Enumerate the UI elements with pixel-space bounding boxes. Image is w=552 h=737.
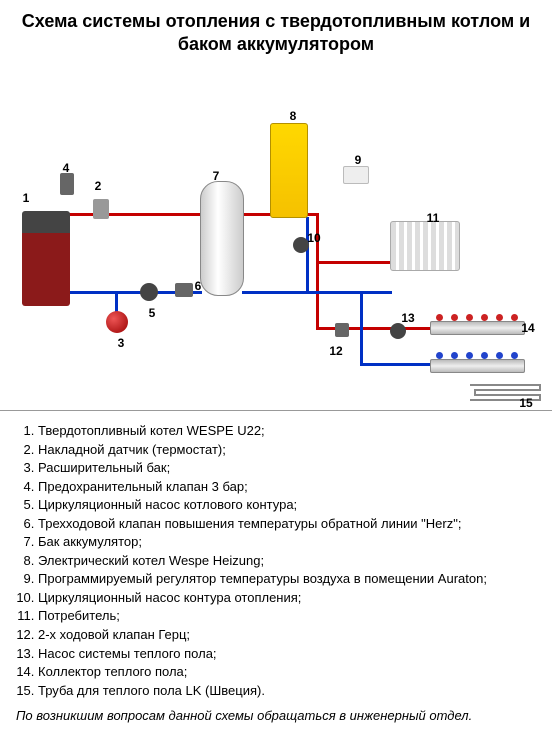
- manifold-knob-blue-2: [466, 352, 473, 359]
- callout-14: 14: [520, 321, 536, 335]
- hot-pipe-6: [316, 261, 319, 329]
- callout-11: 11: [425, 211, 441, 225]
- cold-pipe-3: [306, 217, 309, 293]
- callout-10: 10: [306, 231, 322, 245]
- legend-item-10: Циркуляционный насос контура отопления;: [38, 589, 536, 607]
- callout-15: 15: [518, 396, 534, 410]
- callout-13: 13: [400, 311, 416, 325]
- manifold-knob-blue-1: [451, 352, 458, 359]
- callout-9: 9: [350, 153, 366, 167]
- floor-heating-pump: [390, 323, 406, 339]
- solid-fuel-boiler: [22, 211, 70, 306]
- circulation-pump-5: [140, 283, 158, 301]
- legend-item-8: Электрический котел Wespe Heizung;: [38, 552, 536, 570]
- callout-4: 4: [58, 161, 74, 175]
- legend-item-11: Потребитель;: [38, 607, 536, 625]
- radiator: [390, 221, 460, 271]
- manifold-knob-blue-0: [436, 352, 443, 359]
- heating-diagram: 123456789101112131415: [0, 61, 552, 411]
- hot-pipe-0: [66, 213, 202, 216]
- legend-item-12: 2-х ходовой клапан Герц;: [38, 626, 536, 644]
- page-title: Схема системы отопления с твердотопливны…: [0, 0, 552, 61]
- callout-12: 12: [328, 344, 344, 358]
- manifold-knob-red-0: [436, 314, 443, 321]
- legend-item-15: Труба для теплого пола LK (Швеция).: [38, 682, 536, 700]
- manifold-knob-red-3: [481, 314, 488, 321]
- legend-item-14: Коллектор теплого пола;: [38, 663, 536, 681]
- callout-5: 5: [144, 306, 160, 320]
- legend-item-5: Циркуляционный насос котлового контура;: [38, 496, 536, 514]
- manifold-supply: [430, 321, 525, 335]
- buffer-tank: [200, 181, 244, 296]
- legend-item-6: Трехходовой клапан повышения температуры…: [38, 515, 536, 533]
- callout-7: 7: [208, 169, 224, 183]
- manifold-knob-blue-5: [511, 352, 518, 359]
- legend-item-7: Бак аккумулятор;: [38, 533, 536, 551]
- hot-pipe-7: [316, 327, 432, 330]
- cold-pipe-2: [242, 291, 308, 294]
- callout-3: 3: [113, 336, 129, 350]
- title-line1: Схема системы отопления с твердотопливны…: [8, 10, 544, 33]
- legend-item-1: Твердотопливный котел WESPE U22;: [38, 422, 536, 440]
- cold-pipe-6: [360, 363, 432, 366]
- manifold-return: [430, 359, 525, 373]
- manifold-knob-red-1: [451, 314, 458, 321]
- legend-item-9: Программируемый регулятор температуры во…: [38, 570, 536, 588]
- callout-1: 1: [18, 191, 34, 205]
- legend: Твердотопливный котел WESPE U22;Накладно…: [0, 411, 552, 708]
- cold-pipe-5: [360, 291, 363, 365]
- overlay-sensor: [93, 199, 109, 219]
- legend-item-3: Расширительный бак;: [38, 459, 536, 477]
- hot-pipe-5: [316, 261, 392, 264]
- legend-item-4: Предохранительный клапан 3 бар;: [38, 478, 536, 496]
- manifold-knob-red-5: [511, 314, 518, 321]
- manifold-knob-red-2: [466, 314, 473, 321]
- two-way-valve: [335, 323, 349, 337]
- callout-6: 6: [190, 279, 206, 293]
- legend-item-2: Накладной датчик (термостат);: [38, 441, 536, 459]
- footer-note: По возникшим вопросам данной схемы обращ…: [0, 708, 552, 737]
- cold-pipe-4: [306, 291, 392, 294]
- callout-8: 8: [285, 109, 301, 123]
- title-line2: баком аккумулятором: [8, 33, 544, 56]
- manifold-knob-red-4: [496, 314, 503, 321]
- safety-valve: [60, 173, 74, 195]
- expansion-tank: [106, 311, 128, 333]
- callout-2: 2: [90, 179, 106, 193]
- legend-list: Твердотопливный котел WESPE U22;Накладно…: [16, 422, 536, 699]
- manifold-knob-blue-3: [481, 352, 488, 359]
- room-thermostat: [343, 166, 369, 184]
- manifold-knob-blue-4: [496, 352, 503, 359]
- legend-item-13: Насос системы теплого пола;: [38, 645, 536, 663]
- electric-boiler: [270, 123, 308, 218]
